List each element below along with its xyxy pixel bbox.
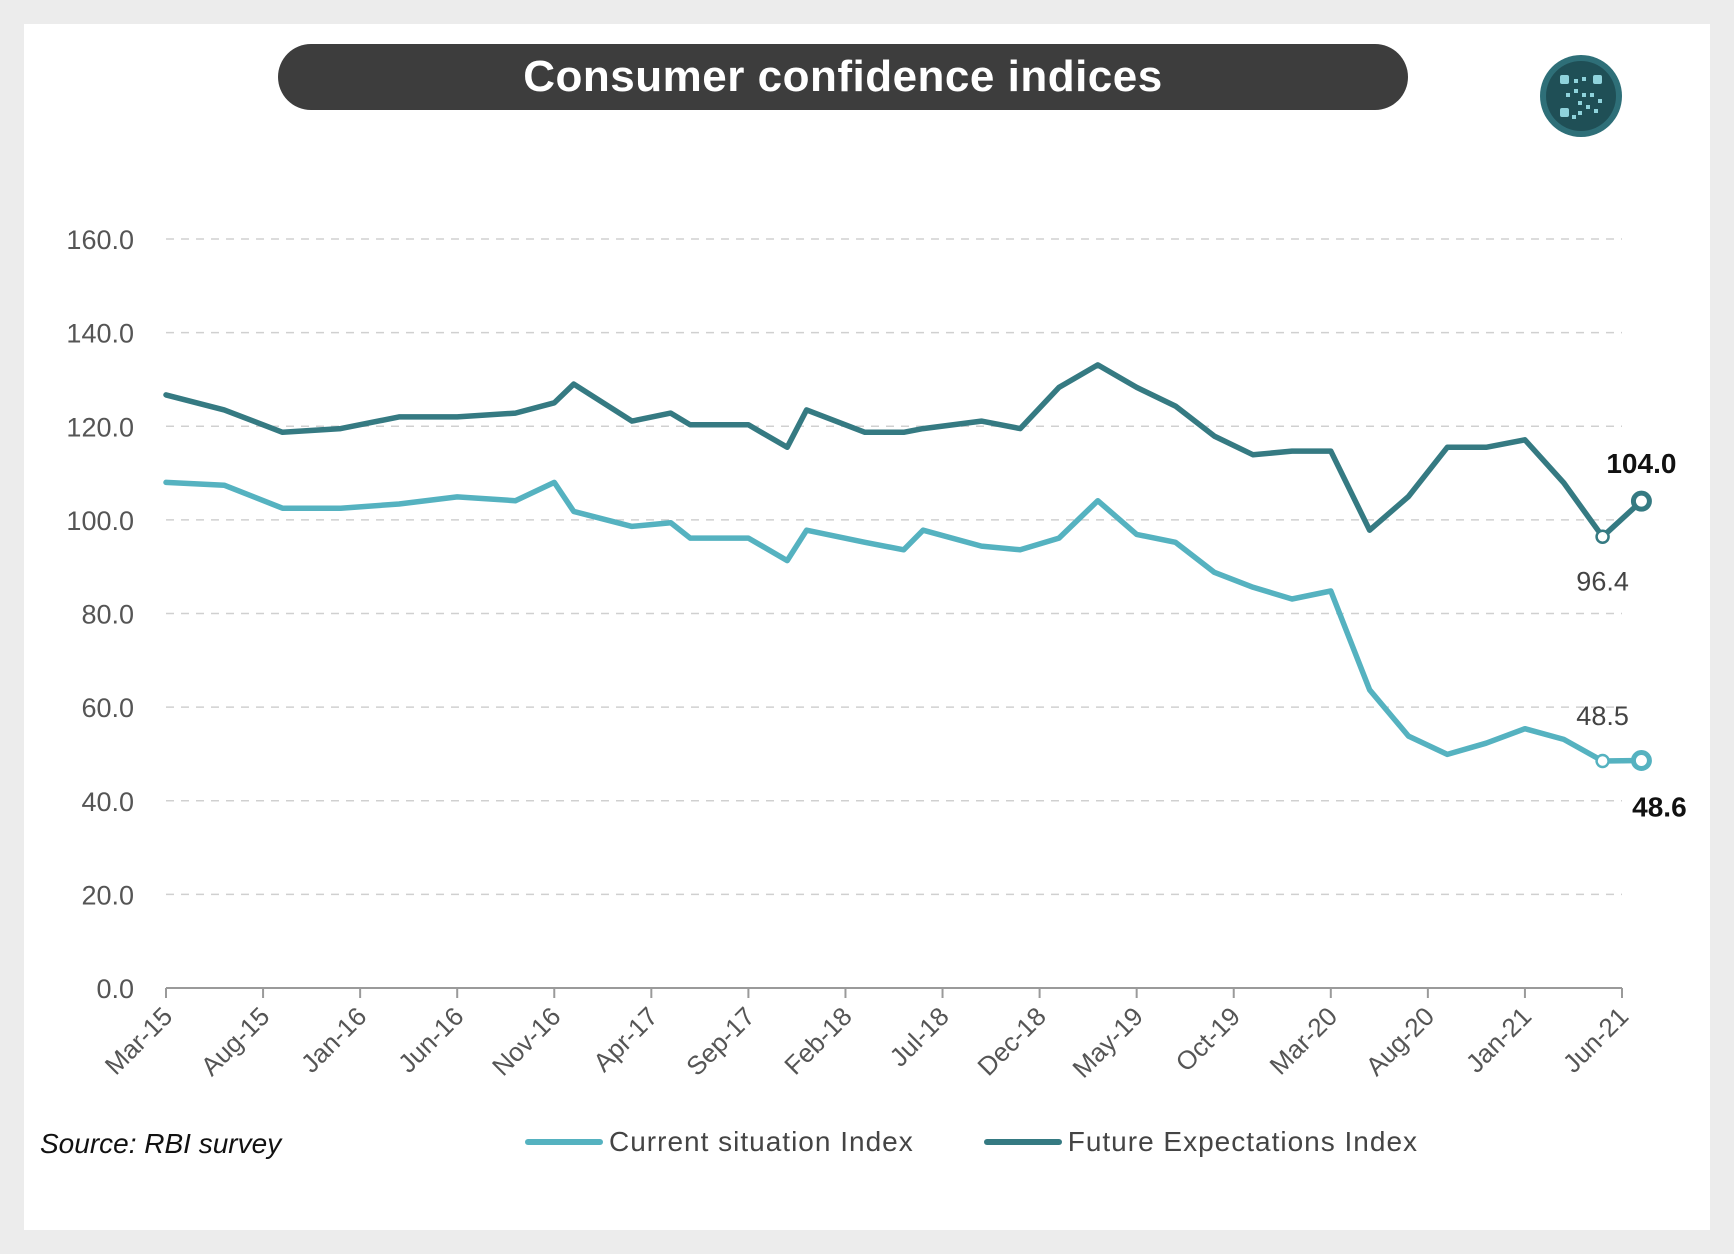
y-tick-label: 20.0 (81, 880, 134, 910)
x-tick-label: Apr-17 (587, 1001, 663, 1077)
legend-swatch-current (525, 1139, 603, 1145)
data-annotations: 48.5 48.6 96.4 104.0 (1576, 448, 1686, 822)
data-label: 48.6 (1632, 791, 1687, 822)
data-label: 48.5 (1576, 701, 1629, 731)
legend-swatch-future (983, 1139, 1062, 1145)
data-point-marker (1595, 753, 1610, 769)
series-lines (163, 362, 1645, 764)
source-note: Source: RBI survey (40, 1128, 282, 1159)
y-tick-label: 60.0 (81, 693, 134, 723)
data-label: 96.4 (1576, 567, 1629, 597)
y-tick-label: 80.0 (81, 600, 134, 630)
chart-title: Consumer confidence indices (523, 52, 1163, 101)
y-tick-label: 120.0 (66, 412, 134, 442)
data-label: 104.0 (1606, 448, 1676, 479)
x-tick-label: Oct-19 (1170, 1001, 1246, 1077)
y-tick-label: 160.0 (66, 225, 134, 255)
chart-card (24, 24, 1710, 1230)
y-tick-label: 0.0 (96, 974, 134, 1004)
x-axis: Mar-15 Aug-15 Jan-16 Jun-16 Nov-16 Apr-17 Sep-… (99, 987, 1634, 1084)
legend-label-current: Current situation Index (609, 1126, 914, 1157)
x-tick-label: Jun-16 (392, 1001, 469, 1078)
x-tick-label: Sep-17 (680, 1001, 760, 1081)
title-bar: Consumer confidence indices (278, 44, 1408, 110)
legend-label-future: Future Expectations Index (1067, 1126, 1419, 1157)
x-tick-label: Dec-18 (971, 1001, 1051, 1081)
future-expectations-line (163, 362, 1645, 540)
y-axis-tick-labels: 0.0 20.0 40.0 60.0 80.0 100.0 120.0 140.0 160.0 (66, 225, 134, 1004)
x-tick-label: Jan-21 (1460, 1001, 1537, 1078)
x-tick-label: Aug-15 (195, 1001, 275, 1081)
data-point-marker (1595, 529, 1610, 544)
y-tick-label: 100.0 (66, 506, 134, 536)
x-tick-label: Jan-16 (295, 1001, 372, 1078)
data-point-marker (1630, 749, 1652, 771)
x-tick-label: Mar-20 (1264, 1001, 1343, 1080)
grid-lines (166, 238, 1622, 896)
current-situation-line (163, 479, 1645, 764)
legend-item-future: Future Expectations Index (983, 1126, 1419, 1158)
x-tick-label: May-19 (1066, 1001, 1149, 1084)
x-tick-label: Jul-18 (883, 1001, 954, 1072)
legend-item-current: Current situation Index (525, 1126, 914, 1158)
x-tick-label: Feb-18 (778, 1001, 857, 1080)
data-point-marker (1630, 490, 1652, 512)
x-tick-label: Nov-16 (486, 1001, 566, 1081)
y-tick-label: 140.0 (66, 319, 134, 349)
x-tick-label: Aug-20 (1360, 1001, 1440, 1081)
x-tick-label: Jun-21 (1557, 1001, 1634, 1078)
legend: Current situation Index Future Expectati… (525, 1126, 1418, 1158)
x-tick-label: Mar-15 (99, 1001, 178, 1080)
circular-logo-icon (1540, 55, 1622, 137)
y-tick-label: 40.0 (81, 787, 134, 817)
